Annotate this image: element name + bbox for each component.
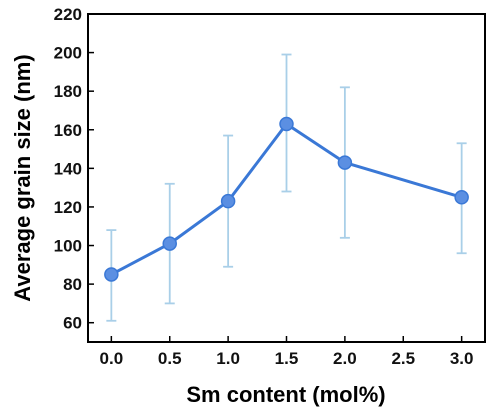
- y-tick-label: 160: [54, 121, 82, 140]
- y-tick-label: 200: [54, 44, 82, 63]
- x-axis-ticks: 0.0 0.5 1.0 1.5 2.0 2.5 3.0: [100, 336, 474, 368]
- data-point: [279, 116, 294, 132]
- data-point: [220, 193, 236, 209]
- x-tick-label: 0.5: [158, 349, 182, 368]
- y-tick-label: 60: [63, 314, 82, 333]
- data-markers: [104, 116, 469, 282]
- y-axis-ticks: 60 80 100 120 140 160 180 200 220: [54, 5, 94, 333]
- x-tick-label: 1.0: [216, 349, 240, 368]
- y-axis-title: Average grain size (nm): [10, 54, 35, 301]
- data-point: [337, 155, 353, 170]
- x-axis-title: Sm content (mol%): [186, 382, 385, 407]
- series-line-group: [110, 122, 463, 276]
- y-tick-label: 100: [54, 237, 82, 256]
- y-tick-label: 80: [63, 275, 82, 294]
- series-line: [110, 122, 463, 276]
- error-bars: [106, 53, 467, 322]
- x-tick-label: 2.0: [333, 349, 357, 368]
- y-tick-label: 180: [54, 82, 82, 101]
- y-tick-label: 140: [54, 159, 82, 178]
- x-tick-label: 0.0: [100, 349, 124, 368]
- x-tick-label: 3.0: [450, 349, 474, 368]
- y-tick-label: 120: [54, 198, 82, 217]
- data-point: [162, 236, 177, 251]
- x-tick-label: 2.5: [391, 349, 415, 368]
- data-point: [104, 267, 119, 282]
- data-point: [454, 190, 469, 205]
- y-tick-label: 220: [54, 5, 82, 24]
- x-tick-label: 1.5: [275, 349, 299, 368]
